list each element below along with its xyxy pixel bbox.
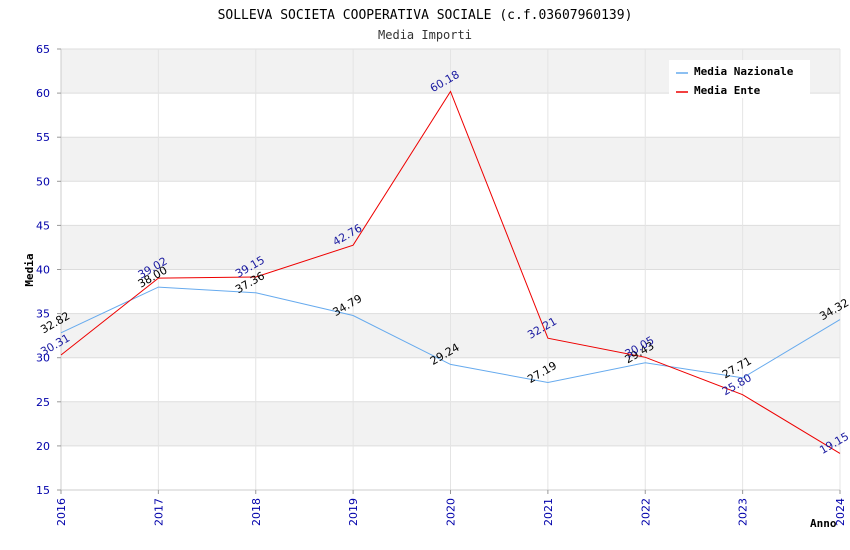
y-axis-label: Media: [23, 253, 36, 286]
x-axis-ticks: 2016 2017 2018 2019 2020 2021 2022 2023 2024: [55, 490, 847, 526]
y-tick-label: 65: [36, 43, 50, 56]
x-axis-label: Anno: [810, 517, 837, 530]
y-axis-ticks: 15 20 25 30 35 40 45 50 55 60 65: [36, 43, 61, 497]
series-line-media-ente: [60, 90, 841, 454]
y-tick-label: 60: [36, 87, 50, 100]
x-tick-label: 2021: [542, 498, 555, 526]
chart-title: SOLLEVA SOCIETA COOPERATIVA SOCIALE (c.f…: [218, 8, 633, 23]
x-tick-label: 2017: [152, 498, 165, 526]
y-tick-label: 35: [36, 308, 50, 321]
x-tick-label: 2020: [445, 498, 458, 526]
chart-subtitle: Media Importi: [378, 28, 472, 42]
x-tick-label: 2022: [639, 498, 652, 526]
y-tick-label: 15: [36, 484, 50, 497]
x-tick-label: 2019: [347, 498, 360, 526]
y-tick-label: 50: [36, 175, 50, 188]
x-tick-label: 2024: [834, 498, 847, 526]
y-tick-label: 30: [36, 352, 50, 365]
legend-box: [669, 60, 810, 98]
y-tick-label: 55: [36, 131, 50, 144]
y-tick-label: 45: [36, 219, 50, 232]
legend-label-ente: Media Ente: [694, 84, 761, 97]
legend-label-nazionale: Media Nazionale: [694, 65, 794, 78]
series-lines: [60, 90, 841, 454]
y-tick-label: 20: [36, 440, 50, 453]
x-tick-label: 2018: [250, 498, 263, 526]
y-tick-label: 25: [36, 396, 50, 409]
x-tick-label: 2023: [737, 498, 750, 526]
legend: Media Nazionale Media Ente: [669, 60, 810, 98]
y-tick-label: 40: [36, 264, 50, 277]
series-line-media-nazionale: [60, 286, 841, 384]
x-tick-label: 2016: [55, 498, 68, 526]
